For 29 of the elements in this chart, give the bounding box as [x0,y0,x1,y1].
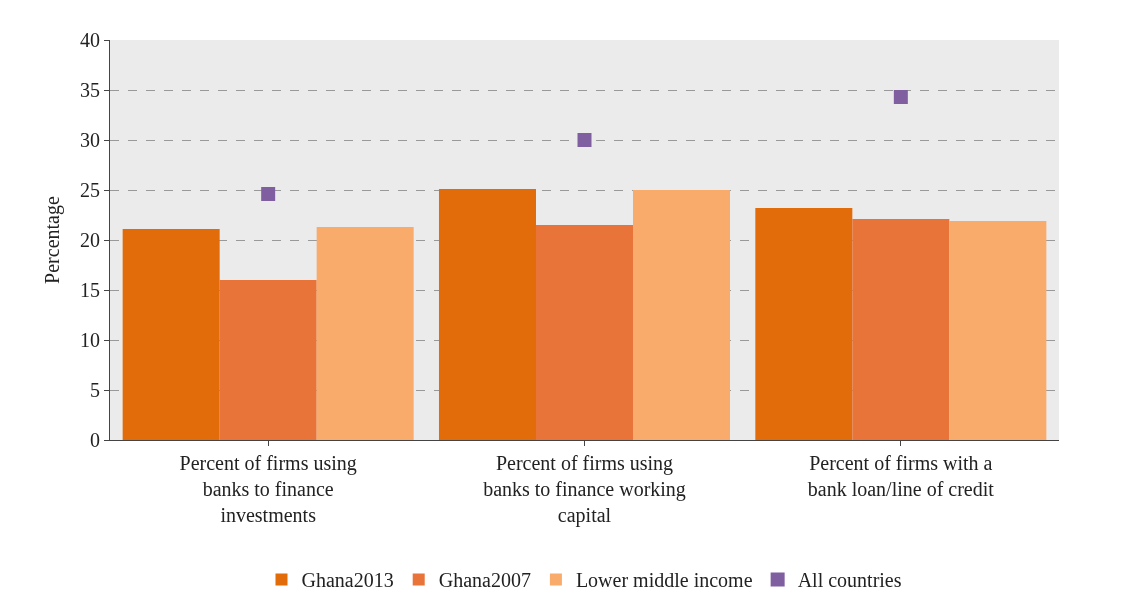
legend-label: Ghana2007 [438,569,531,592]
bar [316,227,414,440]
y-axis-title: Percentage [40,196,64,284]
bar [949,221,1047,440]
y-tick-label: 20 [80,229,100,251]
bar [852,219,950,440]
y-tick-label: 10 [80,329,100,351]
legend-label: All countries [797,569,902,592]
x-tick-label: Percent of firms using banks to finance investments [179,452,357,526]
bar [219,280,317,440]
y-tick-label: 15 [80,279,100,301]
bar [536,225,633,440]
legend-label: Lower middle income [575,569,753,592]
y-tick-label: 5 [90,379,100,401]
bar [633,190,731,440]
bar [438,189,536,440]
y-tick-label: 25 [80,179,100,201]
point [577,133,592,147]
bar [755,208,853,440]
point [261,187,276,201]
y-tick-label: 35 [80,79,100,101]
legend-label: Ghana2013 [301,569,394,592]
x-tick-label: Percent of firms with a bank loan/line of credit [807,452,995,500]
y-tick-label: 40 [80,29,100,51]
y-tick-label: 0 [90,429,100,451]
bar [122,229,220,440]
point [893,90,908,104]
y-tick-label: 30 [80,129,100,151]
x-tick-label: Percent of firms using banks to finance working capital [483,452,686,527]
